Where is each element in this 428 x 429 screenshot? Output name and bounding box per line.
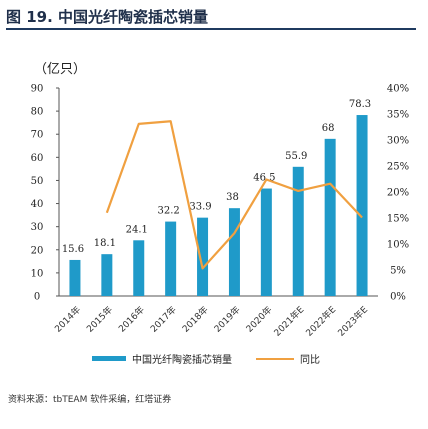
bar <box>69 259 81 296</box>
x-axis-tick-label: 2018年 <box>180 304 211 335</box>
left-axis-tick-label: 60 <box>31 153 44 164</box>
left-axis-tick-label: 40 <box>31 199 44 210</box>
bar <box>197 217 209 296</box>
left-axis-tick-label: 50 <box>31 176 44 187</box>
legend-bar-swatch <box>92 356 126 361</box>
right-axis-tick-label: 5% <box>390 266 406 277</box>
legend-line-label: 同比 <box>300 355 320 366</box>
x-axis-tick-label: 2022年E <box>303 303 338 338</box>
left-axis-tick-label: 80 <box>31 107 44 118</box>
left-axis-tick-label: 0 <box>34 292 40 303</box>
bar <box>101 254 113 296</box>
right-axis-tick-label: 35% <box>387 110 409 121</box>
right-axis-tick-label: 15% <box>387 214 409 225</box>
right-axis-tick-label: 30% <box>387 136 409 147</box>
left-axis-tick-label: 10 <box>31 268 44 279</box>
y-axis-unit-label: （亿只） <box>34 62 87 77</box>
bar-data-label: 32.2 <box>158 206 180 217</box>
x-axis-tick-label: 2015年 <box>84 304 115 335</box>
x-axis-tick-label: 2019年 <box>212 304 243 335</box>
x-axis-tick-label: 2014年 <box>52 304 83 335</box>
source-note: 资料来源：tbTEAM 软件采编，红塔证券 <box>8 395 172 405</box>
bar <box>324 138 336 296</box>
right-axis-tick-label: 40% <box>387 84 409 95</box>
bar-data-label: 68 <box>322 123 335 134</box>
page-title: 图 19. 中国光纤陶瓷插芯销量 <box>6 8 209 26</box>
bar <box>165 221 177 296</box>
right-axis-tick-label: 0% <box>390 292 406 303</box>
bar-data-label: 78.3 <box>349 99 371 110</box>
bar-data-label: 55.9 <box>285 151 307 162</box>
left-axis-tick-label: 70 <box>31 130 44 141</box>
left-axis-tick-label: 90 <box>31 84 44 95</box>
x-axis-tick-label: 2023年E <box>335 303 370 338</box>
legend-bar-label: 中国光纤陶瓷插芯销量 <box>132 355 232 366</box>
bar-data-label: 18.1 <box>94 238 116 249</box>
bar-data-label: 15.6 <box>62 244 84 255</box>
legend-line-swatch <box>256 357 294 360</box>
bar <box>292 166 304 296</box>
right-axis-tick-label: 10% <box>387 240 409 251</box>
bar-data-label: 33.9 <box>189 202 211 213</box>
bar <box>260 188 272 296</box>
bar-data-label: 38 <box>226 192 239 203</box>
legend: 中国光纤陶瓷插芯销量 同比 <box>92 351 320 366</box>
bar <box>356 115 368 296</box>
bar <box>228 208 240 296</box>
bar-data-label: 24.1 <box>126 224 148 235</box>
left-axis-tick-label: 20 <box>31 245 44 256</box>
x-axis-tick-label: 2016年 <box>116 304 147 335</box>
x-axis-tick-label: 2017年 <box>148 304 179 335</box>
x-axis-tick-label: 2021年E <box>271 303 306 338</box>
bar-data-label: 46.5 <box>253 173 275 184</box>
left-axis-tick-label: 30 <box>31 222 44 233</box>
title-divider <box>6 28 416 30</box>
bar <box>133 240 145 296</box>
x-axis-tick-label: 2020年 <box>243 304 274 335</box>
right-axis-tick-label: 20% <box>387 188 409 199</box>
right-axis-tick-label: 25% <box>387 162 409 173</box>
